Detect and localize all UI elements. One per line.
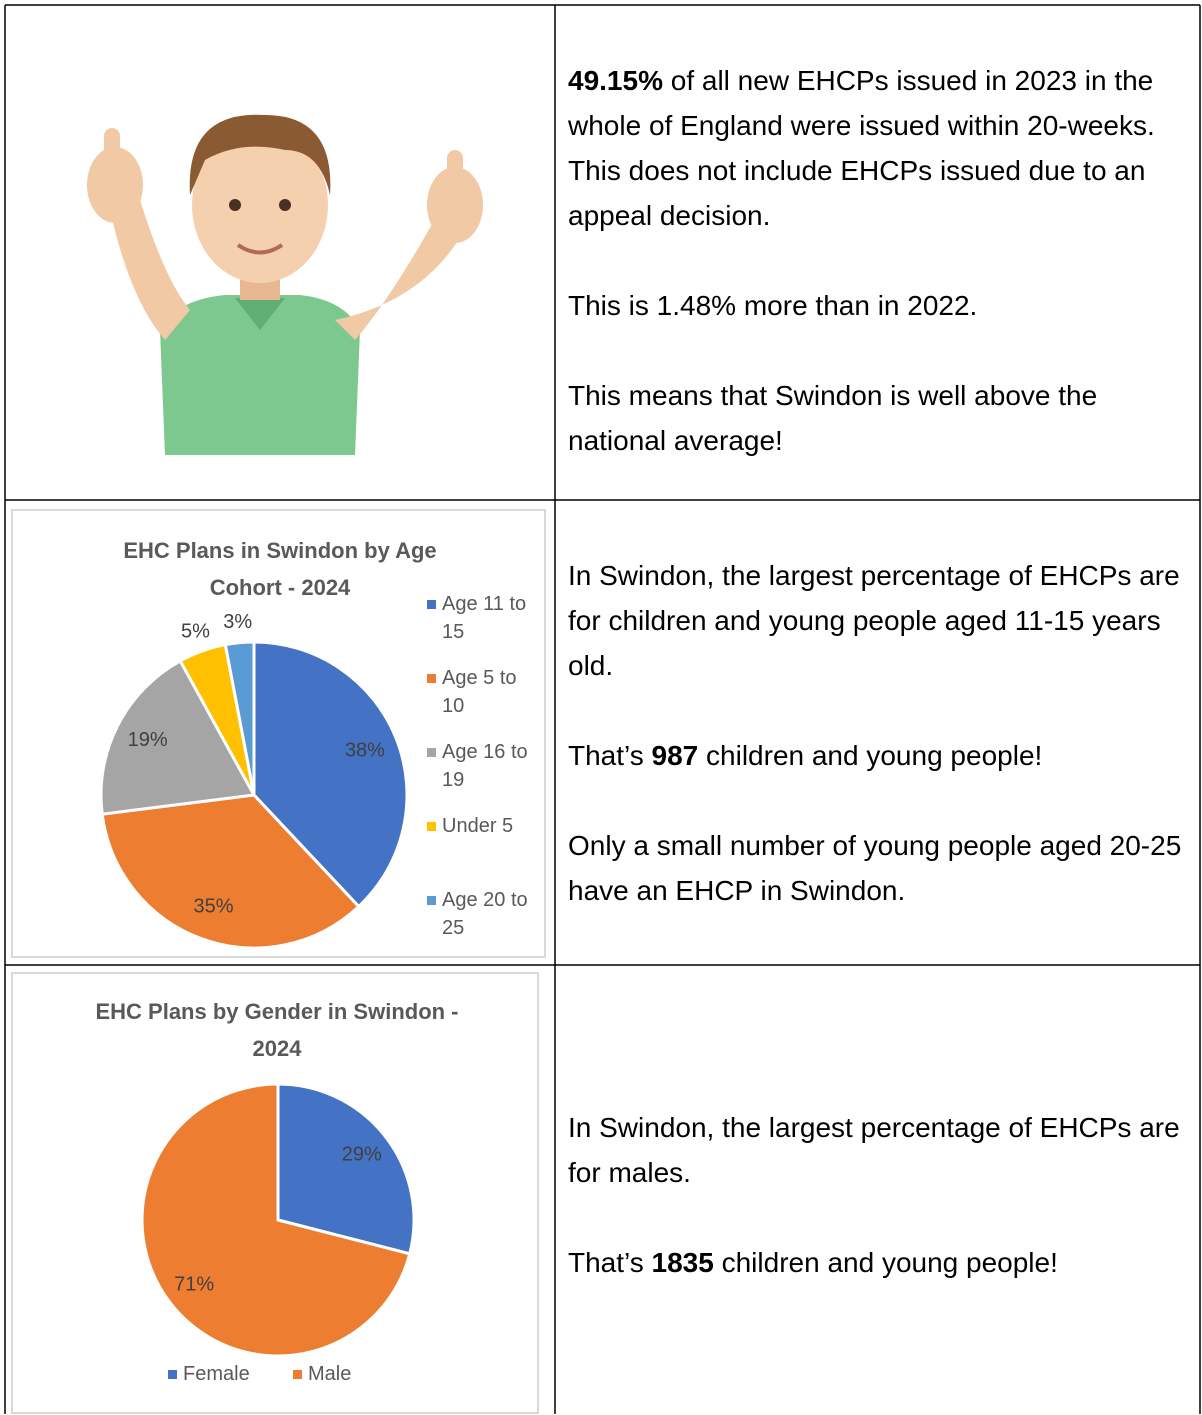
text-run: children and young people! — [714, 1247, 1058, 1278]
data-label: 5% — [181, 621, 210, 643]
legend-swatch — [427, 896, 436, 905]
text-run: That’s — [568, 740, 652, 771]
text-run: Only a small number of young people aged… — [568, 830, 1181, 906]
paragraph: Only a small number of young people aged… — [568, 823, 1193, 913]
legend-swatch — [427, 748, 436, 757]
text-run: 987 — [652, 740, 699, 771]
text-run: In Swindon, the largest percentage of EH… — [568, 1112, 1180, 1188]
legend-label: Female — [183, 1360, 250, 1388]
data-label: 29% — [342, 1143, 382, 1165]
legend-swatch — [427, 822, 436, 831]
text-run: That’s — [568, 1247, 652, 1278]
data-label: 38% — [345, 739, 385, 761]
data-label: 3% — [223, 611, 252, 633]
legend-swatch — [293, 1370, 302, 1379]
legend-label: Male — [308, 1360, 351, 1388]
paragraph: This means that Swindon is well above th… — [568, 373, 1193, 463]
text-cell: 49.15% of all new EHCPs issued in 2023 i… — [568, 40, 1193, 480]
text-run: children and young people! — [698, 740, 1042, 771]
paragraph: That’s 1835 children and young people! — [568, 1240, 1193, 1285]
legend-label: Age 5 to 10 — [442, 664, 539, 720]
legend-label: Age 20 to 25 — [442, 886, 539, 942]
paragraph: In Swindon, the largest percentage of EH… — [568, 553, 1193, 688]
text-cell: In Swindon, the largest percentage of EH… — [568, 510, 1193, 955]
paragraph: This is 1.48% more than in 2022. — [568, 283, 1193, 328]
text-run: 49.15% — [568, 65, 663, 96]
child-photo — [87, 115, 483, 455]
paragraph: 49.15% of all new EHCPs issued in 2023 i… — [568, 58, 1193, 238]
text-run: This means that Swindon is well above th… — [568, 380, 1097, 456]
text-cell: In Swindon, the largest percentage of EH… — [568, 975, 1193, 1415]
paragraph: In Swindon, the largest percentage of EH… — [568, 1105, 1193, 1195]
legend-swatch — [168, 1370, 177, 1379]
data-label: 19% — [128, 729, 168, 751]
text-run: In Swindon, the largest percentage of EH… — [568, 560, 1180, 681]
legend-label: Under 5 — [442, 812, 539, 840]
data-label: 71% — [174, 1273, 214, 1295]
data-label: 35% — [194, 896, 234, 918]
paragraph: That’s 987 children and young people! — [568, 733, 1193, 778]
legend-swatch — [427, 674, 436, 683]
legend-label: Age 11 to 15 — [442, 590, 539, 646]
text-run: This is 1.48% more than in 2022. — [568, 290, 977, 321]
legend-label: Age 16 to 19 — [442, 738, 539, 794]
text-run: 1835 — [652, 1247, 714, 1278]
page: 38% 35% 19% 5% 3% 29% 71% 49.15% of all new EH… — [0, 0, 1202, 1414]
chart-title: EHC Plans in Swindon by Age Cohort - 202… — [95, 532, 465, 606]
chart-title: EHC Plans by Gender in Swindon - 2024 — [77, 993, 477, 1067]
